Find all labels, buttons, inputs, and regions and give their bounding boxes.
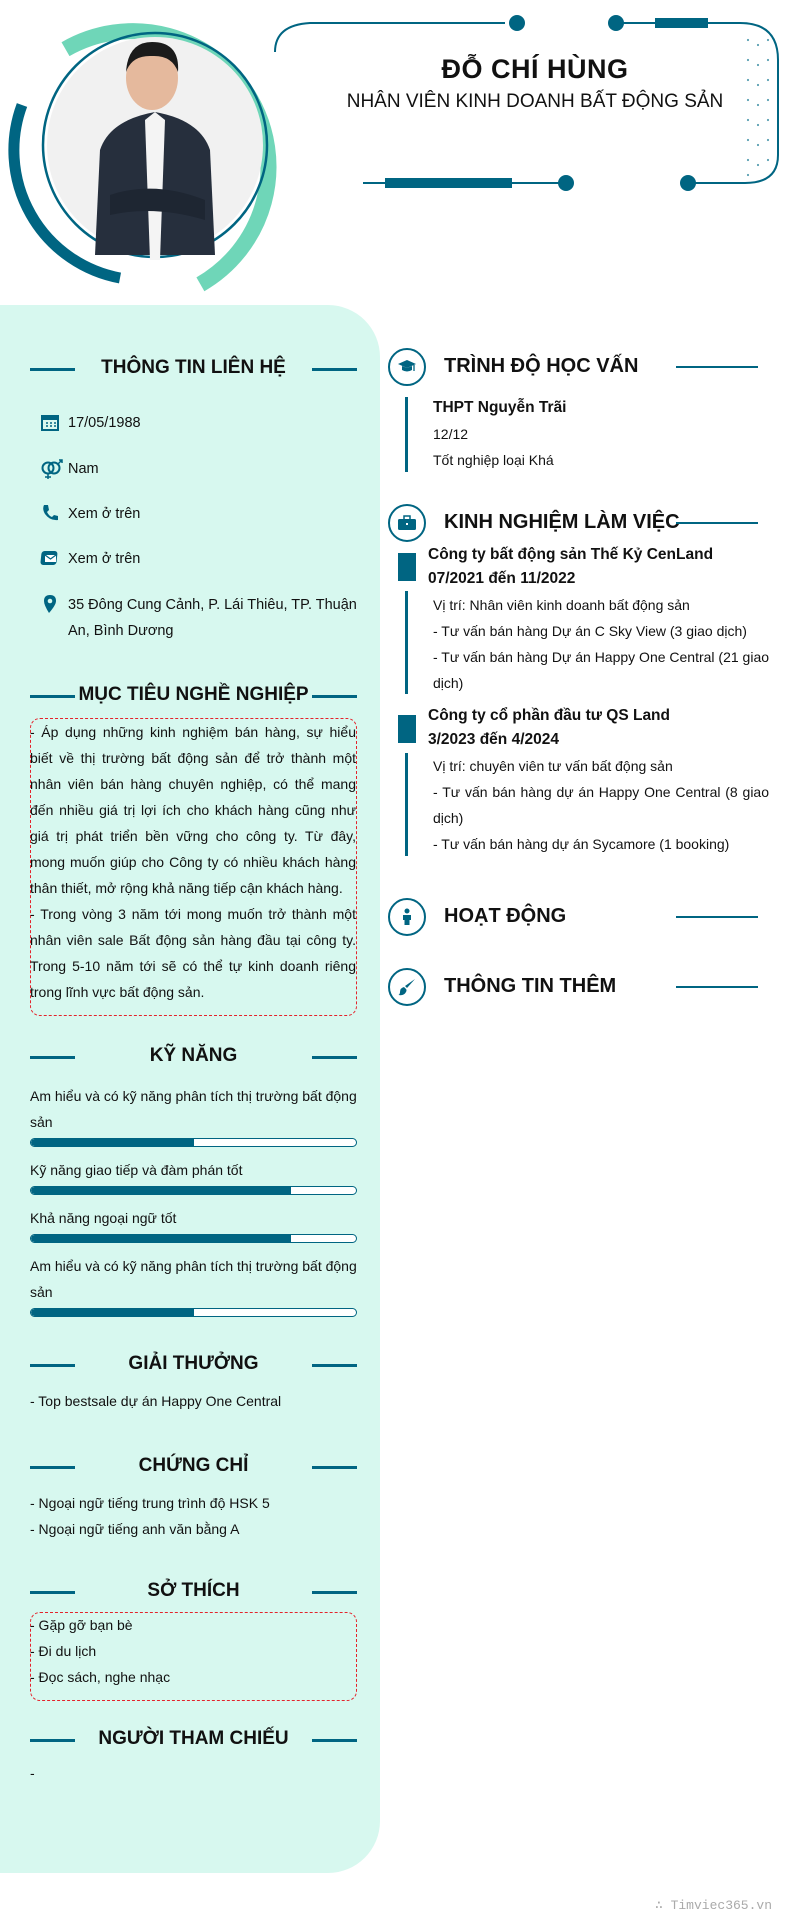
job-timeline-bar — [405, 753, 408, 856]
phone-icon — [40, 503, 60, 523]
job-timeline-bar — [405, 591, 408, 694]
objective-paragraph-1: - Áp dụng những kinh nghiệm bán hàng, sự… — [30, 724, 356, 896]
certificates-heading: CHỨNG CHỈ — [30, 1455, 357, 1479]
objective-text: - Áp dụng những kinh nghiệm bán hàng, sự… — [30, 719, 356, 1005]
education-heading: TRÌNH ĐỘ HỌC VẤN — [388, 348, 763, 386]
job-company: Công ty cổ phần đầu tư QS Land — [428, 707, 670, 724]
references-text: - — [30, 1765, 35, 1781]
contact-heading: THÔNG TIN LIÊN HỆ — [30, 357, 357, 381]
objective-heading: MỤC TIÊU NGHỀ NGHIỆP — [30, 684, 357, 708]
skill-bar — [30, 1234, 357, 1243]
skills-heading: KỸ NĂNG — [30, 1045, 357, 1069]
location-icon — [40, 594, 60, 614]
job-details: Vị trí: chuyên viên tư vấn bất động sản … — [433, 753, 769, 857]
job-line: - Tư vấn bán hàng Dự án C Sky View (3 gi… — [433, 623, 747, 639]
left-panel — [0, 305, 380, 1873]
education-timeline-bar — [405, 397, 408, 472]
hobbies-heading: SỞ THÍCH — [30, 1580, 357, 1604]
job-marker — [398, 715, 416, 743]
hobbies-box — [30, 1612, 357, 1701]
awards-heading: GIẢI THƯỞNG — [30, 1353, 357, 1377]
skill-name: Khả năng ngoại ngữ tốt — [30, 1210, 177, 1226]
skill-bar — [30, 1308, 357, 1317]
briefcase-icon — [388, 504, 426, 542]
extra-info-heading: THÔNG TIN THÊM — [388, 968, 763, 1006]
job-company: Công ty bất động sản Thế Kỷ CenLand — [428, 546, 714, 563]
skill-bar-fill — [31, 1235, 291, 1242]
skill-name: Kỹ năng giao tiếp và đàm phán tốt — [30, 1162, 243, 1178]
objective-box — [30, 718, 357, 1016]
job-line: - Tư vấn bán hàng Dự án Happy One Centra… — [433, 649, 770, 691]
calendar-icon — [40, 412, 60, 432]
references-heading: NGƯỜI THAM CHIẾU — [30, 1728, 357, 1752]
gender-icon — [40, 458, 63, 479]
skill-name: Am hiểu và có kỹ năng phân tích thị trườ… — [30, 1258, 357, 1300]
candidate-name: ĐỖ CHÍ HÙNG — [441, 54, 629, 84]
brush-icon — [388, 968, 426, 1006]
hobby-item: - Đi du lịch — [30, 1643, 97, 1659]
objective-paragraph-2: - Trong vòng 3 năm tới mong muốn trở thà… — [30, 906, 356, 1000]
header-decoration — [8, 15, 779, 292]
cv-header: ĐỖ CHÍ HÙNG NHÂN VIÊN KINH DOANH BẤT ĐỘN… — [0, 0, 800, 300]
job-line: - Tư vấn bán hàng dự án Happy One Centra… — [433, 784, 769, 826]
activities-heading: HOẠT ĐỘNG — [388, 898, 763, 936]
job-line: - Tư vấn bán hàng dự án Sycamore (1 book… — [433, 836, 730, 852]
skill-bar-fill — [31, 1187, 291, 1194]
school-name: THPT Nguyễn Trãi — [433, 399, 567, 416]
award-item: - Top bestsale dự án Happy One Central — [30, 1393, 282, 1409]
education-description: Tốt nghiệp loại Khá — [433, 452, 554, 468]
person-figure — [95, 42, 215, 260]
job-line: Vị trí: chuyên viên tư vấn bất động sản — [433, 758, 673, 774]
hobby-item: - Đọc sách, nghe nhạc — [30, 1669, 171, 1685]
watermark: ∴ Timviec365.vn — [654, 1898, 772, 1913]
candidate-role: NHÂN VIÊN KINH DOANH BẤT ĐỘNG SẢN — [346, 91, 724, 112]
graduation-cap-icon — [388, 348, 426, 386]
person-icon — [388, 898, 426, 936]
skill-bar-fill — [31, 1309, 194, 1316]
education-period: 12/12 — [433, 426, 469, 442]
job-period: 3/2023 đến 4/2024 — [428, 731, 559, 748]
job-line: Vị trí: Nhân viên kinh doanh bất động sả… — [433, 597, 690, 613]
email-icon — [40, 548, 60, 568]
certificate-item: - Ngoại ngữ tiếng anh văn bằng A — [30, 1521, 240, 1537]
hobby-item: - Gặp gỡ bạn bè — [30, 1617, 133, 1633]
skill-bar — [30, 1138, 357, 1147]
certificate-item: - Ngoại ngữ tiếng trung trình độ HSK 5 — [30, 1495, 270, 1511]
skill-bar-fill — [31, 1139, 194, 1146]
skill-bar — [30, 1186, 357, 1195]
job-period: 07/2021 đến 11/2022 — [428, 570, 576, 587]
job-details: Vị trí: Nhân viên kinh doanh bất động sả… — [433, 592, 769, 696]
experience-heading: KINH NGHIỆM LÀM VIỆC — [388, 504, 763, 542]
job-marker — [398, 553, 416, 581]
skill-name: Am hiểu và có kỹ năng phân tích thị trườ… — [30, 1088, 357, 1130]
